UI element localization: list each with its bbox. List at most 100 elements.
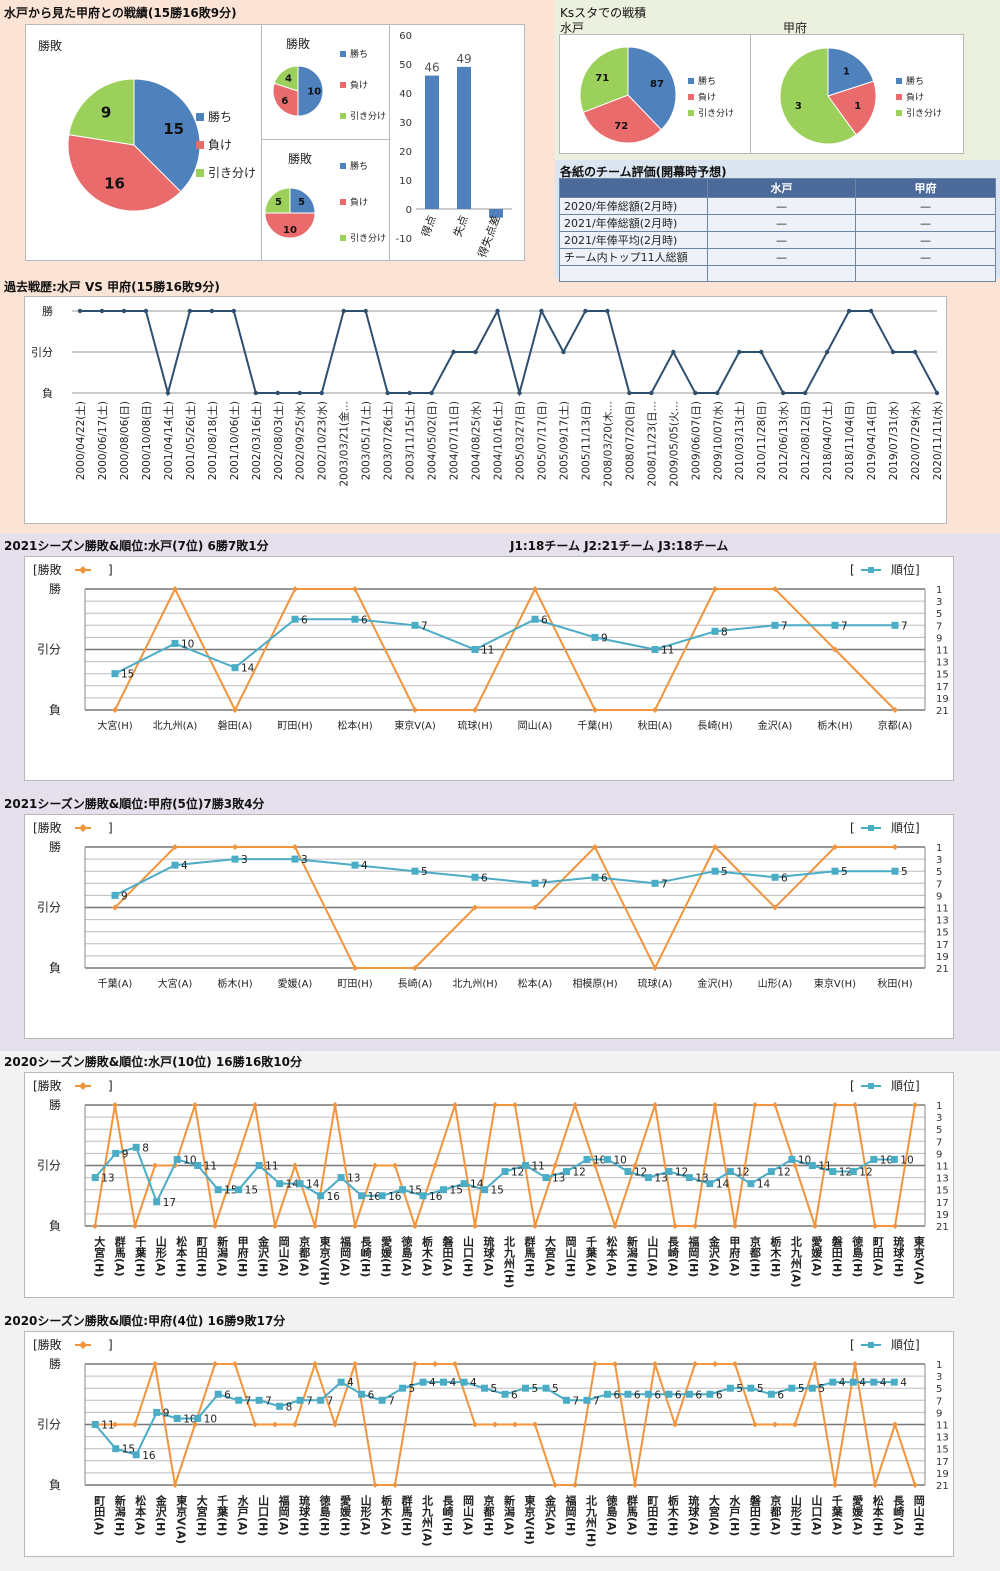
category-label: 岡山(A) — [518, 720, 553, 732]
result-axis-label: 引分 — [37, 643, 61, 657]
pie-slice — [582, 94, 662, 144]
category-label: 山形(A) — [359, 1494, 372, 1536]
legend-label: 引き分け — [698, 108, 734, 119]
legend-rank-bracket: [ — [850, 1079, 855, 1093]
main-pie-title: 勝敗 — [38, 39, 63, 53]
rank-data-label: 7 — [388, 1395, 395, 1407]
rank-point — [276, 1180, 284, 1188]
category-label: 大宮(H) — [97, 719, 132, 732]
rank-data-label: 5 — [552, 1383, 559, 1395]
result-point — [752, 1421, 758, 1428]
rank-data-label: 14 — [470, 1179, 484, 1191]
category-label: 松本(H) — [337, 719, 372, 732]
category-label: 秋田(A) — [638, 719, 673, 732]
category-label: 磐田(A) — [218, 719, 253, 732]
history-point — [99, 308, 105, 314]
history-point — [627, 390, 632, 396]
rank-series-line — [114, 858, 895, 897]
category-label: 千葉(A) — [98, 977, 133, 990]
bar-category-label: 得点 — [419, 214, 439, 239]
rank-axis-label: 3 — [936, 1113, 942, 1124]
category-label: 群馬(A) — [625, 1494, 639, 1536]
category-label: 山口(H) — [462, 1235, 475, 1278]
result-point — [312, 1361, 318, 1367]
category-label: 京都(A) — [298, 1235, 312, 1277]
rank-point — [644, 1174, 652, 1182]
rank-point — [706, 1180, 714, 1188]
legend-rank-bracket: [ — [850, 821, 855, 835]
rank-point — [706, 1390, 714, 1398]
legend-result-bracket: ] — [108, 1079, 113, 1093]
pie-data-label: 10 — [283, 225, 297, 236]
rank-point — [296, 1396, 304, 1404]
rank-point — [291, 615, 299, 623]
bar — [425, 75, 439, 209]
pie3-panel: 勝敗 5 10 5 勝ち 負け 引き分け — [261, 139, 390, 261]
rank-point — [214, 1390, 222, 1398]
result-series-line — [94, 1101, 916, 1230]
result-point — [912, 1482, 918, 1488]
category-label: 琉球(A) — [638, 977, 673, 990]
history-date-label: 2012/06/13(水) — [778, 401, 790, 480]
ks-title: Ksスタでの戦積 — [560, 6, 647, 20]
history-date-label: 2004/08/25(水) — [471, 401, 483, 480]
history-point — [605, 308, 610, 314]
ks-mito-panel: 87 72 71 勝ち 負け 引き分け — [559, 34, 751, 154]
rank-data-label: 16 — [429, 1191, 443, 1203]
rank-data-label: 12 — [736, 1167, 749, 1179]
result-point — [552, 1162, 558, 1169]
history-point — [121, 308, 127, 314]
category-label: 山口(H) — [257, 1494, 270, 1537]
category-label: 北九州(A) — [789, 1235, 803, 1288]
rank-axis-label: 9 — [936, 1408, 942, 1419]
chart2-panel: 1 3 5 7 9 11 13 15 17 19 21 勝引分負 [勝敗][順位] 13 9 8 17 10 11 1… — [24, 1072, 954, 1298]
rank-axis-label: 15 — [936, 1186, 949, 1197]
rank-data-label: 8 — [286, 1401, 293, 1413]
rank-point — [411, 621, 419, 629]
rank-data-label: 12 — [839, 1167, 852, 1179]
result-axis-label: 勝 — [49, 1097, 61, 1112]
category-label: 京都(H) — [748, 1235, 762, 1278]
rank-point — [891, 621, 899, 629]
category-label: 新潟(H) — [113, 1494, 126, 1537]
rank-axis-label: 19 — [936, 1210, 949, 1221]
category-label: 徳島(H) — [851, 1235, 865, 1278]
result-point — [452, 1361, 458, 1367]
history-date-label: 2002/10/23(水) — [317, 401, 329, 480]
category-label: 栃木(H) — [217, 977, 252, 990]
rank-data-label: 15 — [121, 669, 134, 681]
rank-data-label: 3 — [241, 854, 248, 866]
category-label: 栃木(H) — [769, 1235, 783, 1278]
category-label: 町田(H) — [277, 721, 312, 732]
category-label: 町田(H) — [646, 1495, 659, 1537]
category-label: 金沢(A) — [543, 1494, 557, 1536]
result-point — [572, 1482, 578, 1488]
bar-y-tick-label: 0 — [406, 205, 412, 216]
category-label: 甲府(H) — [236, 1236, 249, 1278]
eval-cell: — — [855, 248, 996, 266]
eval-cell: 2021/年俸平均(2月時) — [559, 231, 708, 249]
history-date-label: 2018/11/04(日) — [844, 401, 856, 480]
history-date-label: 2002/08/03(土) — [272, 401, 285, 480]
result-point — [652, 707, 658, 713]
pie-slice — [627, 46, 677, 131]
rank-data-label: 6 — [781, 872, 788, 884]
rank-point — [831, 867, 839, 875]
rank-point — [194, 1414, 202, 1422]
category-label: 松本(A) — [134, 1494, 147, 1536]
pie-slice — [133, 78, 201, 193]
rank-axis-label: 3 — [936, 597, 942, 608]
category-label: 東京V(A) — [912, 1235, 925, 1285]
rank-point — [521, 1162, 529, 1169]
rank-point — [171, 861, 179, 869]
legend-rank-label: 順位] — [891, 1078, 920, 1093]
rank-point — [231, 664, 239, 672]
rank-data-label: 6 — [481, 872, 488, 884]
history-date-label: 2000/04/22(土) — [74, 401, 87, 480]
rank-data-label: 8 — [721, 626, 728, 638]
rank-data-label: 6 — [675, 1389, 682, 1401]
legend-label: 引き分け — [208, 166, 256, 180]
category-label: 山口(A) — [810, 1494, 823, 1536]
pie-slice — [779, 47, 857, 145]
rank-data-label: 5 — [409, 1383, 416, 1395]
